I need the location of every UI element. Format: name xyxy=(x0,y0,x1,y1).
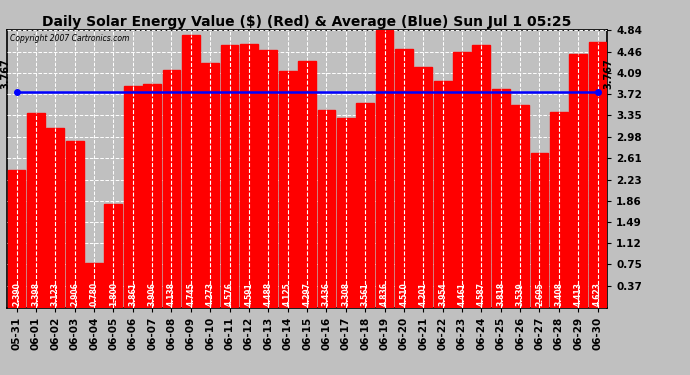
Text: 4.488: 4.488 xyxy=(264,282,273,306)
Bar xyxy=(66,141,83,308)
Text: 4.201: 4.201 xyxy=(419,282,428,306)
Bar xyxy=(569,54,587,307)
Title: Daily Solar Energy Value ($) (Red) & Average (Blue) Sun Jul 1 05:25: Daily Solar Energy Value ($) (Red) & Ave… xyxy=(42,15,572,29)
Text: 3.818: 3.818 xyxy=(496,282,505,306)
Bar xyxy=(492,88,510,308)
Text: 4.587: 4.587 xyxy=(477,282,486,306)
Bar xyxy=(414,67,432,308)
Text: 3.906: 3.906 xyxy=(148,282,157,306)
Bar xyxy=(182,36,200,308)
Text: Copyright 2007 Cartronics.com: Copyright 2007 Cartronics.com xyxy=(10,34,129,43)
Text: 4.576: 4.576 xyxy=(225,282,234,306)
Text: 2.695: 2.695 xyxy=(535,283,544,306)
Text: 2.906: 2.906 xyxy=(70,282,79,306)
Bar xyxy=(85,263,103,308)
Text: 4.591: 4.591 xyxy=(244,283,253,306)
Bar xyxy=(589,42,607,308)
Text: 3.561: 3.561 xyxy=(361,283,370,306)
Bar xyxy=(27,112,45,308)
Bar xyxy=(240,44,258,308)
Text: 3.308: 3.308 xyxy=(342,282,351,306)
Bar xyxy=(221,45,239,308)
Text: 4.273: 4.273 xyxy=(206,282,215,306)
Bar xyxy=(375,30,393,308)
Bar xyxy=(511,105,529,308)
Text: 1.800: 1.800 xyxy=(109,282,118,306)
Text: 4.125: 4.125 xyxy=(283,283,292,306)
Bar xyxy=(279,71,297,308)
Bar xyxy=(298,61,316,308)
Text: 4.138: 4.138 xyxy=(167,282,176,306)
Text: 4.510: 4.510 xyxy=(400,283,408,306)
Bar xyxy=(531,153,549,308)
Bar xyxy=(356,104,374,308)
Bar xyxy=(434,81,451,308)
Text: 3.539: 3.539 xyxy=(515,283,524,306)
Bar xyxy=(453,52,471,308)
Bar xyxy=(144,84,161,308)
Bar xyxy=(8,171,26,308)
Text: 3.123: 3.123 xyxy=(51,282,60,306)
Text: 4.623: 4.623 xyxy=(593,282,602,306)
Bar xyxy=(201,63,219,308)
Text: 3.767: 3.767 xyxy=(603,58,613,88)
Bar xyxy=(124,86,141,308)
Text: 4.745: 4.745 xyxy=(186,282,195,306)
Bar xyxy=(46,129,64,308)
Bar xyxy=(163,70,180,308)
Text: 0.780: 0.780 xyxy=(90,282,99,306)
Bar xyxy=(104,204,122,308)
Bar xyxy=(337,118,355,308)
Text: 4.836: 4.836 xyxy=(380,282,389,306)
Text: 3.954: 3.954 xyxy=(438,283,447,306)
Text: 2.390: 2.390 xyxy=(12,282,21,306)
Bar xyxy=(473,45,490,308)
Bar xyxy=(395,49,413,308)
Text: 4.413: 4.413 xyxy=(573,282,582,306)
Bar xyxy=(259,50,277,308)
Bar xyxy=(317,111,335,308)
Text: 4.297: 4.297 xyxy=(302,282,312,306)
Text: 3.861: 3.861 xyxy=(128,282,137,306)
Text: 3.408: 3.408 xyxy=(554,282,563,306)
Bar xyxy=(550,112,568,308)
Text: 4.461: 4.461 xyxy=(457,282,466,306)
Text: 3.436: 3.436 xyxy=(322,282,331,306)
Text: 3.767: 3.767 xyxy=(1,58,11,88)
Text: 3.398: 3.398 xyxy=(32,282,41,306)
